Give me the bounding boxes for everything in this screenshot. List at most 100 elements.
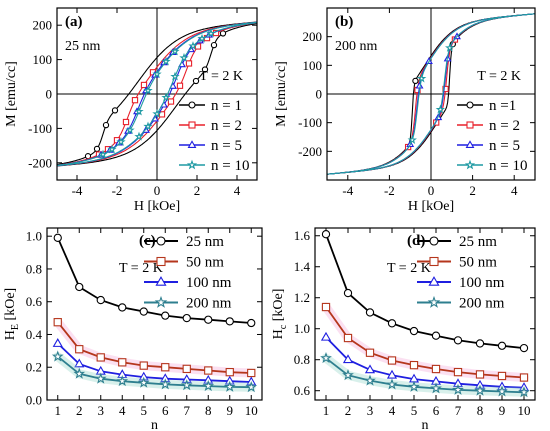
data-point [179,52,189,62]
data-point [134,131,144,141]
series-25-nm [321,230,529,353]
y-tick-label: -100 [298,115,322,130]
legend-label: n = 10 [211,158,249,174]
x-tick-label: 5 [411,403,418,418]
data-point [143,121,153,131]
data-point [152,69,162,79]
data-point [53,318,62,327]
y-tick-label: 0.6 [26,294,43,309]
data-point [445,43,455,52]
legend-marker [427,295,441,308]
series-50-nm [53,317,256,378]
x-tick-label: 2 [469,183,476,198]
data-point [170,46,180,56]
y-tick-label: 1.0 [294,321,310,336]
x-tick-label: 9 [227,403,234,418]
y-tick-label: 100 [303,58,323,73]
x-tick-label: 1 [55,403,62,418]
data-point [139,361,148,370]
data-point [131,97,139,104]
data-point [496,385,508,397]
x-tick-label: 3 [98,403,105,418]
data-point [364,374,376,386]
temperature-label: T = 2 K [199,69,243,84]
data-point [96,353,105,362]
legend-marker [186,159,198,170]
data-point [194,43,202,50]
y-tick-label: 0 [316,87,323,102]
data-point [387,319,397,328]
y-tick-label: 1.6 [294,228,311,243]
data-point [474,384,486,396]
x-tick-label: 4 [119,403,126,418]
data-point [159,378,172,390]
data-point [225,368,234,377]
x-tick-label: 9 [499,403,506,418]
data-point [116,374,129,387]
x-tick-label: 8 [205,403,212,418]
sample-thickness-label: 200 nm [335,39,378,54]
data-point [118,303,127,312]
series-line [56,237,252,324]
data-point [364,364,376,374]
legend-label: n =1 [489,98,516,114]
legend-marker [154,295,168,308]
legend-label: 50 nm [186,255,224,271]
data-point [453,367,463,377]
data-point [225,317,234,326]
series-200-nm [51,350,258,393]
legend-marker [187,140,197,148]
data-point [52,338,63,347]
y-axis-label: M [emu/cc] [274,61,289,127]
y-axis-label: Hc [kOe] [271,289,289,340]
data-point [53,233,62,242]
data-point [134,106,144,116]
data-point [158,111,166,118]
data-point [197,33,207,43]
data-point [343,333,353,343]
x-tick-label: 2 [194,183,201,198]
x-tick-label: 10 [245,403,258,418]
legend-label: n = 10 [489,158,527,174]
x-axis-label: H [kOe] [134,199,180,214]
legend-marker [188,121,196,129]
series-line [57,342,252,383]
x-tick-label: 0 [154,183,161,198]
y-tick-label: 0.8 [26,261,42,276]
legend-marker [464,159,476,170]
data-point [412,77,419,85]
y-tick-label: 0.4 [26,327,43,342]
data-point [342,369,354,381]
x-tick-label: 2 [76,403,83,418]
series-line [325,357,525,394]
panel-label: (b) [335,14,353,30]
data-point [73,367,86,379]
legend-marker [429,236,439,246]
x-tick-label: 2 [345,403,352,418]
data-point [223,380,236,392]
data-point [118,358,127,367]
data-point [247,368,256,378]
y-tick-label: 0.2 [26,360,42,375]
plot-frame [314,227,536,401]
data-point [167,98,175,105]
legend-label: 50 nm [459,255,497,271]
data-point [116,137,126,146]
data-point [245,381,258,393]
data-point [96,295,105,305]
plot-frame [326,7,536,181]
series-25-nm [53,233,256,328]
legend-label: n = 1 [211,98,242,114]
data-point [407,135,417,145]
data-point [202,379,215,392]
legend-label: n = 2 [211,118,242,134]
legend-label: n = 5 [489,138,520,154]
data-point [125,125,135,135]
data-point [320,331,332,341]
legend-marker [188,101,196,109]
panel-label: (a) [65,14,83,30]
data-point [475,339,485,348]
data-point [161,311,170,320]
legend-label: n = 5 [211,138,242,154]
data-point [122,118,130,126]
